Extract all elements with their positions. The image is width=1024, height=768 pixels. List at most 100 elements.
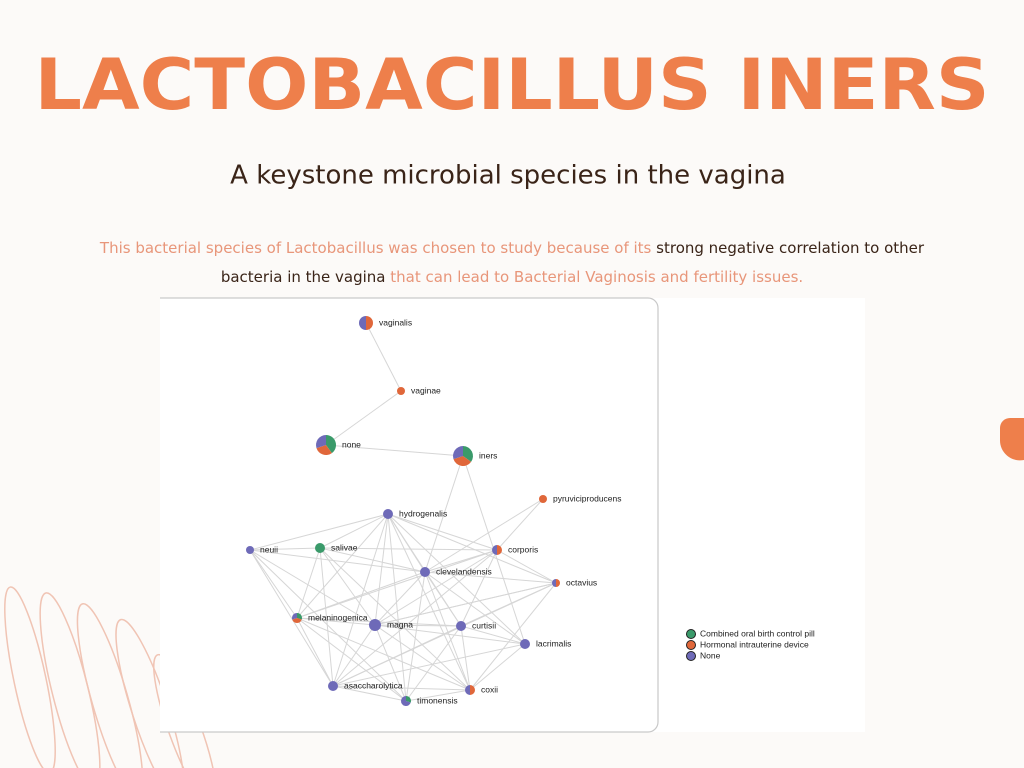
edge [319, 547, 334, 687]
node-label: salivae [331, 542, 358, 552]
edge [424, 571, 462, 627]
decoration [999, 418, 1024, 461]
title: LACTOBACILLUS INERS [35, 44, 990, 126]
edge [374, 624, 471, 691]
node-slice [359, 316, 366, 330]
legend-label: Hormonal intrauterine device [700, 639, 809, 649]
node-slice [316, 435, 326, 449]
edge [319, 547, 376, 626]
edge [374, 513, 389, 626]
edge [424, 498, 544, 573]
edge [296, 513, 389, 619]
edge [387, 513, 498, 551]
edge [296, 617, 334, 687]
edge [496, 549, 557, 584]
edge [387, 513, 407, 702]
edge [332, 513, 389, 687]
edge [460, 625, 526, 645]
node-label: neuii [260, 544, 278, 554]
edge [424, 571, 471, 691]
panel-border [160, 297, 659, 733]
node-label: corporis [508, 544, 538, 554]
edge [405, 571, 426, 702]
node-slice [292, 618, 302, 623]
edge [374, 549, 498, 626]
node-slice [520, 639, 530, 649]
legend-swatch [686, 629, 696, 639]
node-slice [292, 613, 297, 620]
node-label: vaginae [411, 385, 441, 395]
description: This bacterial species of Lactobacillus … [80, 234, 944, 292]
edge [365, 322, 402, 392]
edge [387, 513, 557, 584]
node-slice [366, 316, 373, 330]
subtitle: A keystone microbial species in the vagi… [230, 161, 786, 191]
edge [405, 689, 471, 702]
edge [332, 685, 407, 702]
node-label: octavius [566, 577, 597, 587]
node-label: lacrimalis [536, 638, 571, 648]
edge [469, 643, 526, 691]
node-slice [246, 546, 254, 554]
edge [496, 498, 544, 551]
node-slice [465, 685, 470, 695]
edge [387, 513, 471, 691]
node-slice [497, 545, 502, 555]
legend-label: Combined oral birth control pill [700, 628, 815, 638]
edge [469, 582, 557, 691]
node-slice [383, 509, 393, 519]
edge [296, 547, 321, 619]
edge [249, 547, 321, 551]
legend-label: None [700, 650, 721, 660]
node-label: melaninogenica [308, 612, 368, 622]
node-slice [456, 621, 466, 631]
edge [332, 643, 526, 687]
node-slice [556, 579, 560, 587]
node-label: coxii [481, 684, 498, 694]
text: that can lead to Bacterial Vaginosis and… [390, 268, 804, 286]
legend-swatch [686, 651, 696, 661]
edge [249, 549, 426, 573]
edge [325, 444, 464, 457]
edge [296, 617, 376, 626]
node-slice [463, 446, 473, 462]
edge [249, 549, 298, 619]
node-slice [369, 619, 381, 631]
node-slice [539, 495, 547, 503]
edge [374, 582, 557, 626]
node-label: curtisii [472, 620, 496, 630]
text: This bacterial species of Lactobacillus … [99, 239, 652, 257]
edge [296, 571, 426, 619]
node-label: vaginalis [379, 317, 412, 327]
node-label: iners [479, 450, 497, 460]
edge [296, 617, 471, 691]
edge [332, 624, 376, 687]
edge [319, 547, 471, 691]
edge [332, 625, 462, 687]
node-slice [326, 435, 337, 454]
legend-swatch [686, 640, 696, 650]
node-slice [453, 446, 463, 460]
edge [374, 571, 426, 626]
text-emphasis: strong negative correlation to other bac… [220, 239, 925, 286]
edge [424, 455, 464, 573]
node-slice [470, 685, 475, 695]
edge [325, 390, 402, 446]
node-label: clevelandensis [436, 566, 492, 576]
graph-panel [160, 298, 865, 732]
node-label: magna [387, 619, 413, 629]
edge [319, 513, 389, 549]
edge [296, 549, 498, 619]
edge [424, 571, 526, 645]
node-label: asaccharolytica [344, 680, 403, 690]
node-slice [401, 696, 411, 706]
edge [374, 624, 526, 645]
node-slice [420, 567, 430, 577]
edge [460, 549, 498, 627]
node-slice [453, 456, 472, 467]
node-slice [397, 387, 405, 395]
node-label: none [342, 439, 361, 449]
edge [319, 547, 426, 573]
